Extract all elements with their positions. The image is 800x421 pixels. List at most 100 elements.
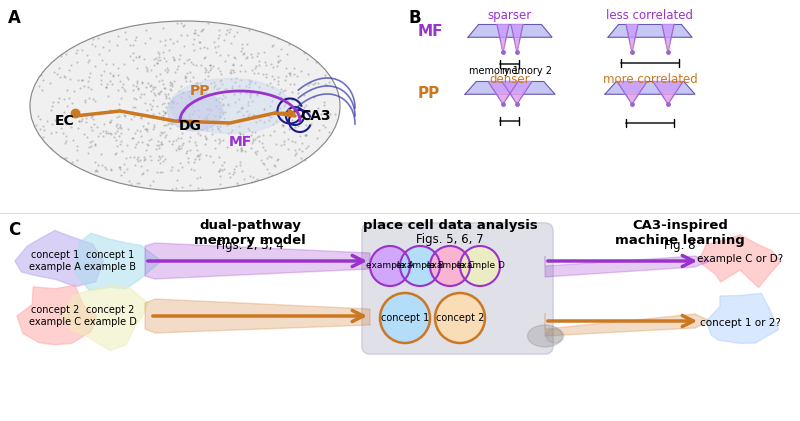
Point: [209, 144, 222, 151]
Point: [105, 165, 118, 172]
Polygon shape: [498, 93, 507, 104]
Point: [135, 91, 148, 97]
Point: [296, 139, 309, 146]
Point: [184, 69, 197, 76]
Point: [280, 65, 293, 72]
Point: [145, 88, 158, 95]
Point: [89, 62, 102, 69]
Point: [94, 151, 107, 158]
Point: [84, 143, 97, 149]
Point: [74, 84, 86, 91]
Point: [160, 65, 173, 72]
Point: [242, 113, 254, 120]
Ellipse shape: [30, 21, 340, 191]
Point: [145, 157, 158, 164]
Point: [288, 124, 301, 131]
Point: [183, 115, 196, 122]
Point: [296, 148, 309, 155]
Point: [193, 39, 206, 45]
Point: [120, 155, 133, 162]
Circle shape: [370, 246, 410, 286]
Point: [66, 99, 78, 106]
Point: [178, 107, 191, 114]
Point: [270, 107, 282, 113]
Point: [144, 100, 157, 107]
Point: [171, 37, 184, 44]
Point: [164, 120, 177, 126]
Text: concept 1
example B: concept 1 example B: [84, 250, 136, 272]
Point: [293, 146, 306, 152]
Point: [78, 83, 90, 90]
Point: [113, 132, 126, 139]
Point: [168, 77, 181, 84]
Point: [166, 99, 179, 106]
Point: [250, 134, 263, 141]
Point: [140, 26, 153, 33]
Point: [86, 138, 98, 144]
Point: [78, 131, 91, 137]
Point: [121, 74, 134, 80]
Point: [197, 26, 210, 33]
Point: [185, 122, 198, 128]
Point: [177, 119, 190, 125]
Point: [193, 113, 206, 120]
Point: [186, 74, 199, 80]
Point: [159, 94, 172, 101]
Point: [249, 129, 262, 136]
Point: [249, 79, 262, 86]
Point: [118, 169, 130, 176]
Point: [219, 85, 232, 92]
Point: [174, 20, 187, 27]
Point: [89, 168, 102, 175]
Point: [210, 90, 222, 96]
Point: [219, 108, 232, 115]
Point: [278, 77, 291, 83]
Point: [218, 166, 231, 173]
Point: [230, 163, 242, 170]
Point: [270, 156, 283, 163]
Point: [323, 110, 336, 117]
Point: [114, 124, 127, 131]
Point: [148, 92, 161, 99]
Point: [217, 101, 230, 108]
Point: [246, 179, 258, 186]
Point: [38, 126, 51, 133]
Point: [258, 147, 271, 154]
Point: [258, 48, 270, 55]
Point: [253, 133, 266, 139]
Point: [158, 41, 171, 48]
Point: [94, 81, 107, 88]
Point: [36, 133, 49, 140]
Point: [249, 148, 262, 155]
Point: [59, 138, 72, 145]
Point: [157, 24, 170, 31]
FancyBboxPatch shape: [362, 223, 553, 354]
Point: [114, 123, 126, 130]
Point: [199, 136, 212, 143]
Text: C: C: [8, 221, 20, 239]
Point: [233, 162, 246, 168]
Point: [272, 58, 285, 65]
Text: concept 2
example C: concept 2 example C: [29, 305, 81, 327]
Point: [240, 107, 253, 114]
Point: [152, 54, 165, 61]
Polygon shape: [698, 235, 781, 288]
Point: [223, 26, 236, 32]
Point: [127, 104, 140, 111]
Point: [104, 119, 117, 126]
Point: [85, 112, 98, 119]
Point: [227, 139, 240, 146]
Point: [245, 132, 258, 139]
Point: [150, 145, 162, 152]
Point: [182, 92, 195, 99]
Point: [156, 77, 169, 84]
Point: [107, 133, 120, 140]
Point: [192, 32, 205, 39]
Point: [214, 78, 226, 85]
Point: [89, 140, 102, 147]
Point: [114, 165, 126, 172]
Point: [73, 117, 86, 124]
Point: [126, 50, 139, 56]
Point: [114, 172, 127, 179]
Point: [33, 83, 46, 90]
